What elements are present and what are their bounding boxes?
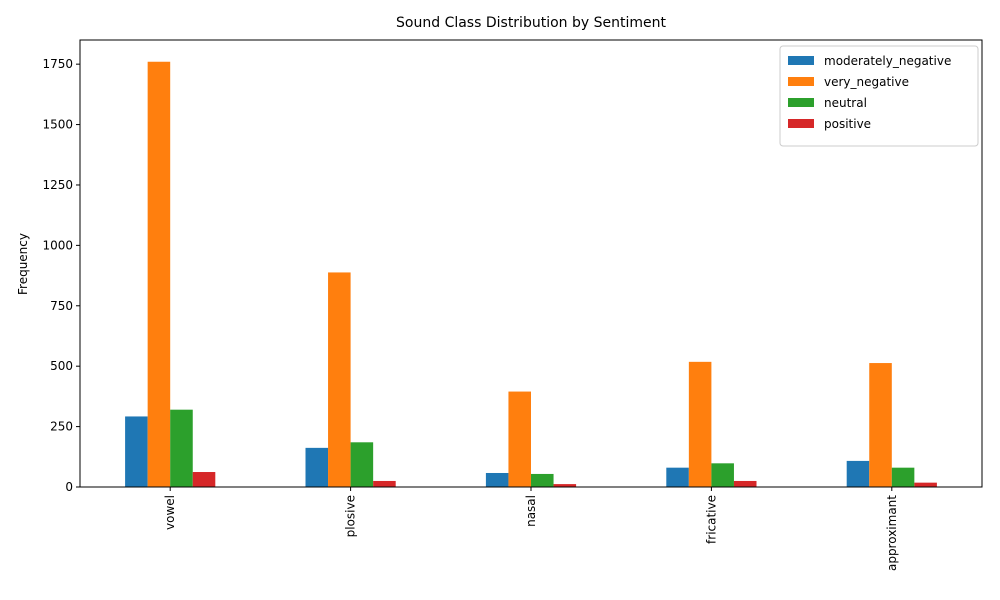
- bar-neutral-approximant: [891, 467, 915, 487]
- bar-moderately_negative-plosive: [305, 447, 329, 487]
- bar-neutral-vowel: [170, 409, 193, 487]
- y-tick-label: 1750: [42, 57, 73, 71]
- bar-neutral-plosive: [350, 442, 374, 487]
- bar-positive-approximant: [914, 482, 937, 487]
- bar-positive-plosive: [373, 480, 396, 487]
- bar-very_negative-fricative: [688, 361, 712, 487]
- x-tick-label: vowel: [163, 495, 177, 530]
- legend-label-positive: positive: [824, 117, 871, 131]
- bar-positive-fricative: [733, 480, 757, 487]
- y-tick-label: 250: [50, 420, 73, 434]
- plot-frame: [79, 39, 983, 488]
- y-tick-label: 1000: [42, 238, 73, 252]
- y-tick-label: 1250: [42, 178, 73, 192]
- legend-swatch-very_negative: [788, 77, 814, 86]
- legend-box: [779, 45, 979, 147]
- y-tick-label: 1500: [42, 118, 73, 132]
- x-tick-label: approximant: [885, 495, 899, 571]
- bar-very_negative-vowel: [147, 61, 171, 487]
- bar-very_negative-plosive: [328, 272, 351, 487]
- x-tick-label: fricative: [704, 495, 718, 544]
- bar-very_negative-approximant: [869, 363, 892, 487]
- y-tick-label: 500: [50, 359, 73, 373]
- bar-moderately_negative-fricative: [666, 467, 689, 487]
- bar-positive-vowel: [192, 472, 216, 487]
- bar-moderately_negative-vowel: [125, 416, 148, 487]
- legend-swatch-neutral: [788, 98, 814, 107]
- legend-label-very_negative: very_negative: [824, 75, 909, 89]
- legend-swatch-positive: [788, 119, 814, 128]
- bar-very_negative-nasal: [508, 391, 531, 487]
- legend-label-moderately_negative: moderately_negative: [824, 54, 951, 68]
- legend-label-neutral: neutral: [824, 96, 867, 110]
- legend-swatch-moderately_negative: [788, 56, 814, 65]
- bar-moderately_negative-nasal: [485, 472, 509, 487]
- bar-moderately_negative-approximant: [846, 460, 870, 487]
- y-tick-label: 750: [50, 299, 73, 313]
- bar-neutral-fricative: [711, 463, 734, 487]
- y-tick-label: 0: [65, 480, 73, 494]
- x-tick-label: plosive: [344, 495, 358, 537]
- y-axis-label: Frequency: [16, 233, 30, 295]
- chart-title: Sound Class Distribution by Sentiment: [396, 15, 666, 31]
- x-tick-label: nasal: [524, 495, 538, 527]
- bar-neutral-nasal: [531, 473, 554, 487]
- plot-area: vowel plosive nasal fricative approximant 0 25…: [42, 39, 983, 571]
- bar-positive-nasal: [553, 484, 577, 487]
